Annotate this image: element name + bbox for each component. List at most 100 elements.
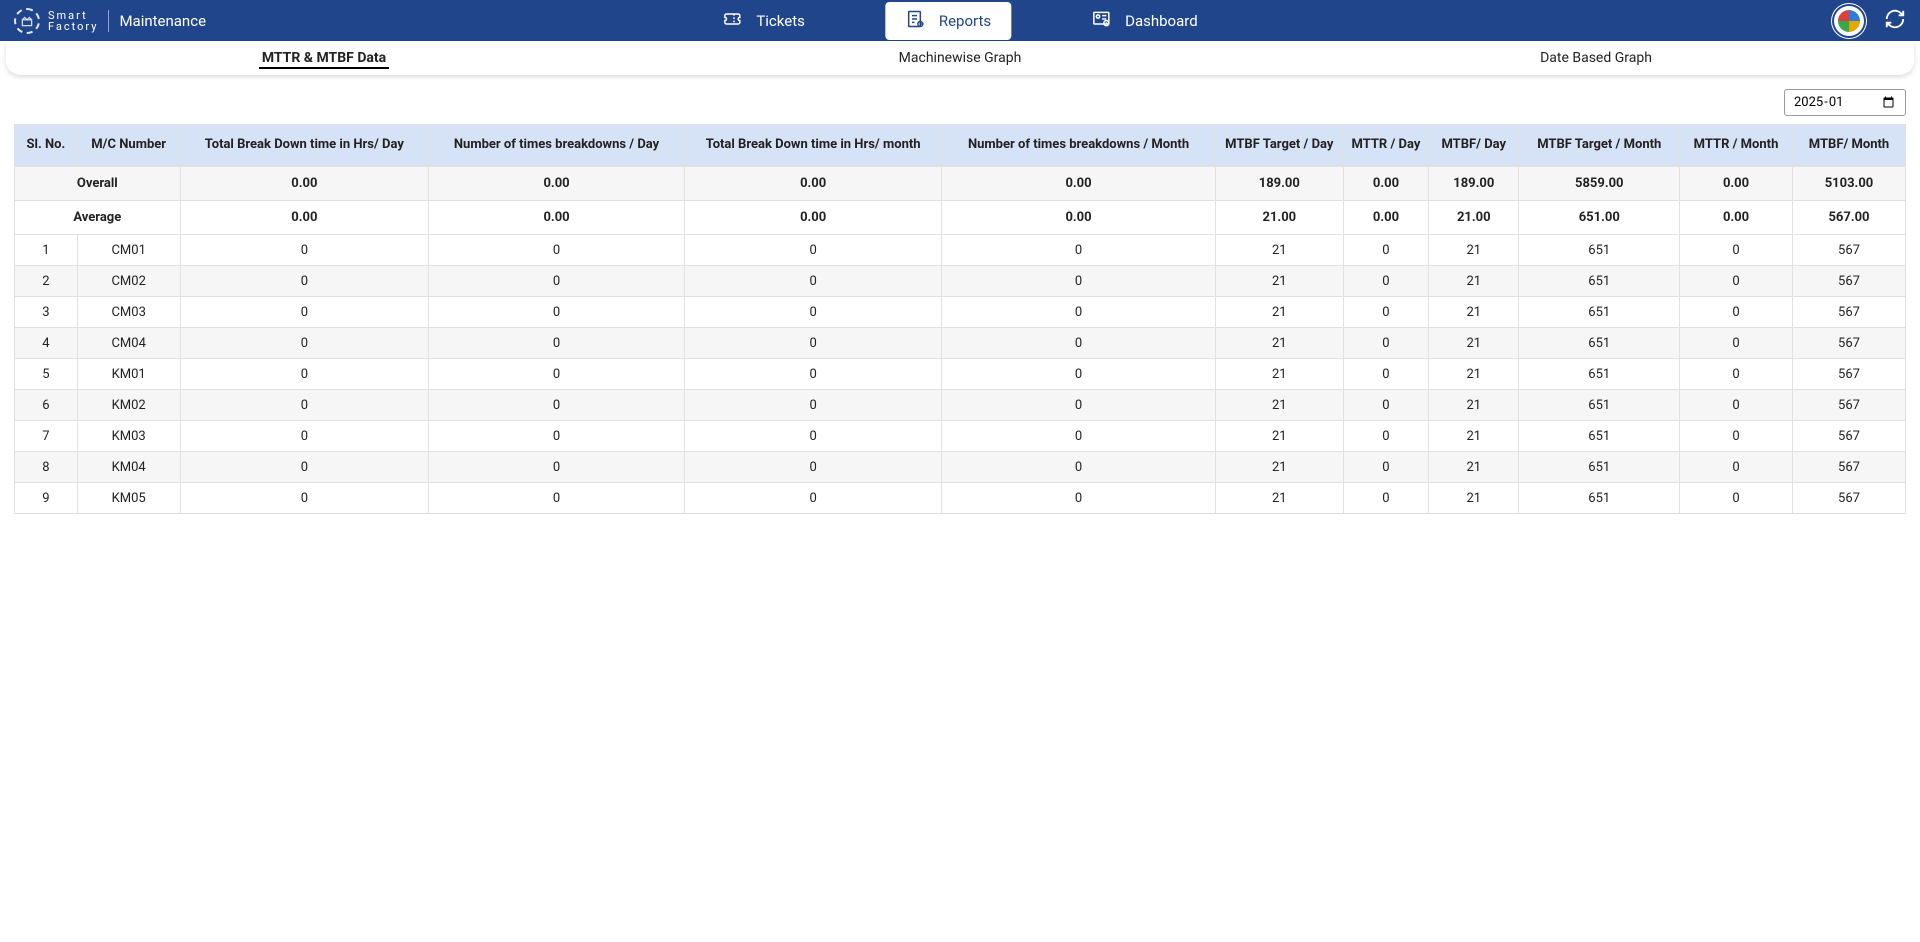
col-header: Total Break Down time in Hrs/ month [685,125,942,167]
cell-value: 0 [1680,328,1793,359]
summary-cell: 567.00 [1792,201,1905,235]
cell-value: 0 [1680,235,1793,266]
page-title: Maintenance [119,12,206,30]
cell-value: 0 [1343,452,1428,483]
table-row: 1CM010000210216510567 [15,235,1906,266]
cell-value: 0 [942,328,1216,359]
cell-value: 0 [942,359,1216,390]
cell-value: 0 [429,390,685,421]
cell-value: 0 [942,452,1216,483]
summary-cell: 21.00 [1215,201,1343,235]
cell-value: 0 [1680,359,1793,390]
cell-value: 0 [685,483,942,514]
cell-sl-no: 5 [15,359,78,390]
cell-mc-number: CM04 [77,328,180,359]
cell-value: 0 [685,390,942,421]
summary-cell: 0.00 [180,167,428,201]
dashboard-icon [1091,9,1111,33]
mttr-mtbf-table: Sl. No.M/C NumberTotal Break Down time i… [14,124,1906,514]
cell-value: 21 [1429,235,1519,266]
table-row: 9KM050000210216510567 [15,483,1906,514]
cell-value: 567 [1792,235,1905,266]
col-header: MTBF/ Month [1792,125,1905,167]
tab-date-based-graph[interactable]: Date Based Graph [1278,44,1914,72]
cell-value: 0 [429,452,685,483]
cell-value: 0 [1343,297,1428,328]
cell-value: 0 [685,235,942,266]
summary-cell: 0.00 [1343,201,1428,235]
cell-value: 21 [1215,359,1343,390]
cell-value: 0 [942,390,1216,421]
refresh-button[interactable] [1884,8,1906,34]
cell-mc-number: KM03 [77,421,180,452]
cell-value: 0 [685,421,942,452]
col-header: MTTR / Day [1343,125,1428,167]
cell-value: 21 [1215,483,1343,514]
nav-item-reports[interactable]: Reports [885,2,1011,40]
nav-item-dashboard[interactable]: Dashboard [1071,2,1218,40]
cell-mc-number: KM02 [77,390,180,421]
cell-value: 567 [1792,421,1905,452]
cell-sl-no: 8 [15,452,78,483]
cell-value: 21 [1215,266,1343,297]
cell-value: 0 [180,359,428,390]
cell-value: 0 [180,452,428,483]
cell-value: 651 [1519,235,1680,266]
month-filter-input[interactable] [1784,89,1906,116]
cell-value: 21 [1215,328,1343,359]
cell-value: 0 [1343,421,1428,452]
nav-item-tickets[interactable]: Tickets [702,2,825,40]
summary-cell: 189.00 [1215,167,1343,201]
cell-value: 0 [685,266,942,297]
tab-label-datebased: Date Based Graph [1540,50,1652,66]
table-row: 7KM030000210216510567 [15,421,1906,452]
table-head: Sl. No.M/C NumberTotal Break Down time i… [15,125,1906,167]
summary-cell: 0.00 [1680,167,1793,201]
cell-value: 0 [1680,421,1793,452]
cell-sl-no: 6 [15,390,78,421]
topbar: Smart Factory Maintenance Tickets [0,0,1920,41]
tab-label-machinewise: Machinewise Graph [899,50,1022,66]
cell-value: 0 [1680,390,1793,421]
table-row: 4CM040000210216510567 [15,328,1906,359]
cell-value: 567 [1792,266,1905,297]
cell-value: 0 [180,297,428,328]
summary-cell: 189.00 [1429,167,1519,201]
cell-value: 0 [180,235,428,266]
cell-value: 0 [429,235,685,266]
cell-value: 0 [180,390,428,421]
cell-value: 0 [1680,266,1793,297]
cell-value: 0 [1343,359,1428,390]
cell-value: 21 [1429,359,1519,390]
cell-value: 0 [429,421,685,452]
cell-value: 0 [685,359,942,390]
col-header: Total Break Down time in Hrs/ Day [180,125,428,167]
cell-value: 0 [1343,235,1428,266]
table-row: 3CM030000210216510567 [15,297,1906,328]
cell-value: 0 [1343,483,1428,514]
nav-label-dashboard: Dashboard [1125,12,1198,30]
cell-mc-number: CM02 [77,266,180,297]
nav-label-reports: Reports [939,12,991,30]
cell-value: 651 [1519,359,1680,390]
tab-machinewise-graph[interactable]: Machinewise Graph [642,44,1278,72]
cell-value: 651 [1519,266,1680,297]
tab-mttr-mtbf-data[interactable]: MTTR & MTBF Data [6,44,642,72]
summary-cell: 0.00 [942,201,1216,235]
avatar[interactable] [1832,4,1866,38]
cell-value: 21 [1429,452,1519,483]
cell-mc-number: KM04 [77,452,180,483]
cell-mc-number: CM03 [77,297,180,328]
col-header: M/C Number [77,125,180,167]
nav-center: Tickets Reports [702,2,1217,40]
cell-value: 0 [1680,297,1793,328]
col-header: MTBF Target / Day [1215,125,1343,167]
summary-cell: 5103.00 [1792,167,1905,201]
table-header-row: Sl. No.M/C NumberTotal Break Down time i… [15,125,1906,167]
table-body: 1CM0100002102165105672CM0200002102165105… [15,235,1906,514]
cell-value: 21 [1215,390,1343,421]
cell-sl-no: 4 [15,328,78,359]
cell-value: 651 [1519,328,1680,359]
cell-value: 21 [1215,297,1343,328]
brand-separator [108,10,109,32]
